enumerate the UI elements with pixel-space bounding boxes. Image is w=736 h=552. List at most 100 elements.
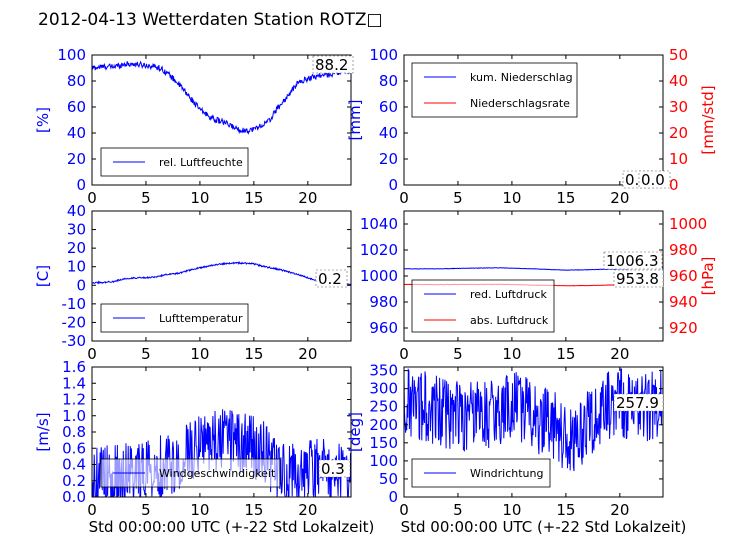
y-tick-label: 1.6	[62, 358, 86, 376]
y-tick-label: 0	[76, 276, 86, 294]
y-tick-label: 0	[388, 488, 398, 506]
y-axis-label: [mm]	[346, 100, 364, 141]
x-axis-label: Std 00:00:00 UTC (+-22 Std Lokalzeit)	[89, 518, 375, 536]
y-tick-label: 1040	[360, 215, 398, 233]
y-right-tick-label: 940	[669, 293, 698, 311]
last-value-2-box	[638, 170, 671, 189]
y-tick-label: 0.2	[62, 472, 86, 490]
y-tick-label: 960	[369, 319, 398, 337]
y-tick-label: -20	[62, 313, 87, 331]
y-tick-label: -10	[62, 295, 87, 313]
y-tick-label: 20	[379, 150, 398, 168]
y-tick-label: 0	[76, 176, 86, 194]
legend-entry: kum. Niederschlag	[470, 71, 573, 84]
y-tick-label: 60	[67, 98, 86, 116]
x-axis-label: Std 00:00:00 UTC (+-22 Std Lokalzeit)	[401, 518, 687, 536]
y-tick-label: 30	[67, 221, 86, 239]
y-tick-label: 80	[379, 72, 398, 90]
y-tick-label: 100	[57, 46, 86, 64]
y-tick-label: 20	[67, 150, 86, 168]
axes-frame-p3	[91, 210, 352, 342]
last-value-box	[613, 393, 664, 412]
x-tick-label: 10	[502, 501, 521, 519]
x-tick-label: 5	[453, 501, 463, 519]
y-tick-label: 20	[67, 239, 86, 257]
y-right-tick-label: 10	[669, 150, 688, 168]
x-tick-label: 0	[87, 189, 97, 207]
x-tick-label: 15	[244, 189, 263, 207]
y-axis-label: [m/s]	[34, 412, 52, 451]
x-tick-label: 20	[610, 189, 629, 207]
legend-entry: red. Luftdruck	[470, 288, 547, 301]
y-tick-label: 100	[369, 452, 398, 470]
last-value-box	[315, 269, 348, 288]
x-tick-label: 0	[399, 189, 409, 207]
y-tick-label: 1.0	[62, 407, 86, 425]
last-value-2-box	[613, 269, 664, 288]
y-tick-label: 150	[369, 434, 398, 452]
legend-entry: Lufttemperatur	[159, 312, 243, 325]
x-tick-label: 0	[399, 501, 409, 519]
x-tick-label: 20	[610, 501, 629, 519]
x-tick-label: 5	[141, 345, 151, 363]
x-tick-label: 10	[502, 345, 521, 363]
y-tick-label: 200	[369, 416, 398, 434]
y-tick-label: -30	[62, 332, 87, 350]
last-value: 257.9	[616, 394, 659, 412]
x-tick-label: 15	[556, 189, 575, 207]
y-tick-label: 1000	[360, 267, 398, 285]
last-value-box	[603, 251, 663, 270]
y-right-tick-label: 960	[669, 267, 698, 285]
y-tick-label: 0.4	[62, 456, 86, 474]
y-right-axis-label: [hPa]	[699, 257, 717, 296]
x-tick-label: 15	[244, 345, 263, 363]
series-line-p1-0	[92, 60, 351, 135]
y-tick-label: 10	[67, 258, 86, 276]
y-tick-label: 0.8	[62, 423, 86, 441]
last-value-box	[312, 55, 354, 74]
x-tick-label: 15	[244, 501, 263, 519]
y-axis-label: [%]	[34, 107, 52, 133]
y-axis-label: [C]	[34, 265, 52, 287]
x-tick-label: 5	[141, 501, 151, 519]
y-tick-label: 60	[379, 98, 398, 116]
y-tick-label: 250	[369, 398, 398, 416]
y-right-tick-label: 40	[669, 72, 688, 90]
y-tick-label: 40	[67, 124, 86, 142]
y-right-tick-label: 1000	[669, 215, 707, 233]
x-tick-label: 5	[141, 189, 151, 207]
y-tick-label: 100	[369, 46, 398, 64]
x-tick-label: 0	[87, 501, 97, 519]
series-line-p6-0	[404, 367, 663, 472]
legend-entry: abs. Luftdruck	[470, 314, 549, 327]
x-tick-label: 10	[502, 189, 521, 207]
y-right-tick-label: 50	[669, 46, 688, 64]
last-value: 88.2	[315, 56, 348, 74]
x-tick-label: 20	[298, 345, 317, 363]
last-value-2: 0.0	[641, 171, 665, 189]
y-tick-label: 350	[369, 362, 398, 380]
y-tick-label: 1020	[360, 241, 398, 259]
legend-entry: Windgeschwindigkeit	[159, 467, 276, 480]
axes-frame-p2	[403, 54, 664, 186]
y-axis-label: [deg]	[346, 412, 364, 452]
series-line-p3-0	[92, 261, 351, 286]
y-tick-label: 0.6	[62, 439, 86, 457]
x-tick-label: 0	[87, 345, 97, 363]
y-right-tick-label: 30	[669, 98, 688, 116]
y-tick-label: 50	[379, 470, 398, 488]
y-tick-label: 300	[369, 380, 398, 398]
y-right-tick-label: 980	[669, 241, 698, 259]
x-tick-label: 20	[298, 189, 317, 207]
x-tick-label: 10	[190, 189, 209, 207]
last-value: 0.2	[318, 270, 342, 288]
chart-title: 2012-04-13 Wetterdaten Station ROTZ□	[38, 10, 383, 30]
last-value-2: 953.8	[616, 270, 659, 288]
y-right-tick-label: 20	[669, 124, 688, 142]
last-value-box	[318, 459, 351, 478]
last-value: 1006.3	[606, 252, 659, 270]
y-tick-label: 1.2	[62, 391, 86, 409]
x-tick-label: 20	[298, 501, 317, 519]
axes-frame-p1	[91, 54, 352, 186]
